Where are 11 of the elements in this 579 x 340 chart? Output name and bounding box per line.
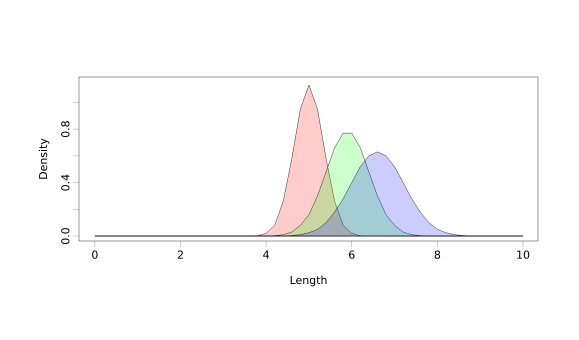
- x-tick-label: 0: [92, 250, 98, 259]
- x-tick-label: 4: [263, 250, 269, 259]
- x-tick-label: 6: [349, 250, 355, 259]
- y-tick-label: 0.0: [61, 228, 70, 244]
- x-tick-label: 10: [517, 250, 530, 259]
- y-axis-title: Density: [38, 138, 50, 179]
- y-tick-label: 0.4: [61, 174, 70, 191]
- x-tick-label: 2: [178, 250, 183, 259]
- x-axis-title: Length: [290, 276, 326, 286]
- x-tick-label: 8: [434, 250, 440, 259]
- y-tick-label: 0.8: [61, 121, 70, 138]
